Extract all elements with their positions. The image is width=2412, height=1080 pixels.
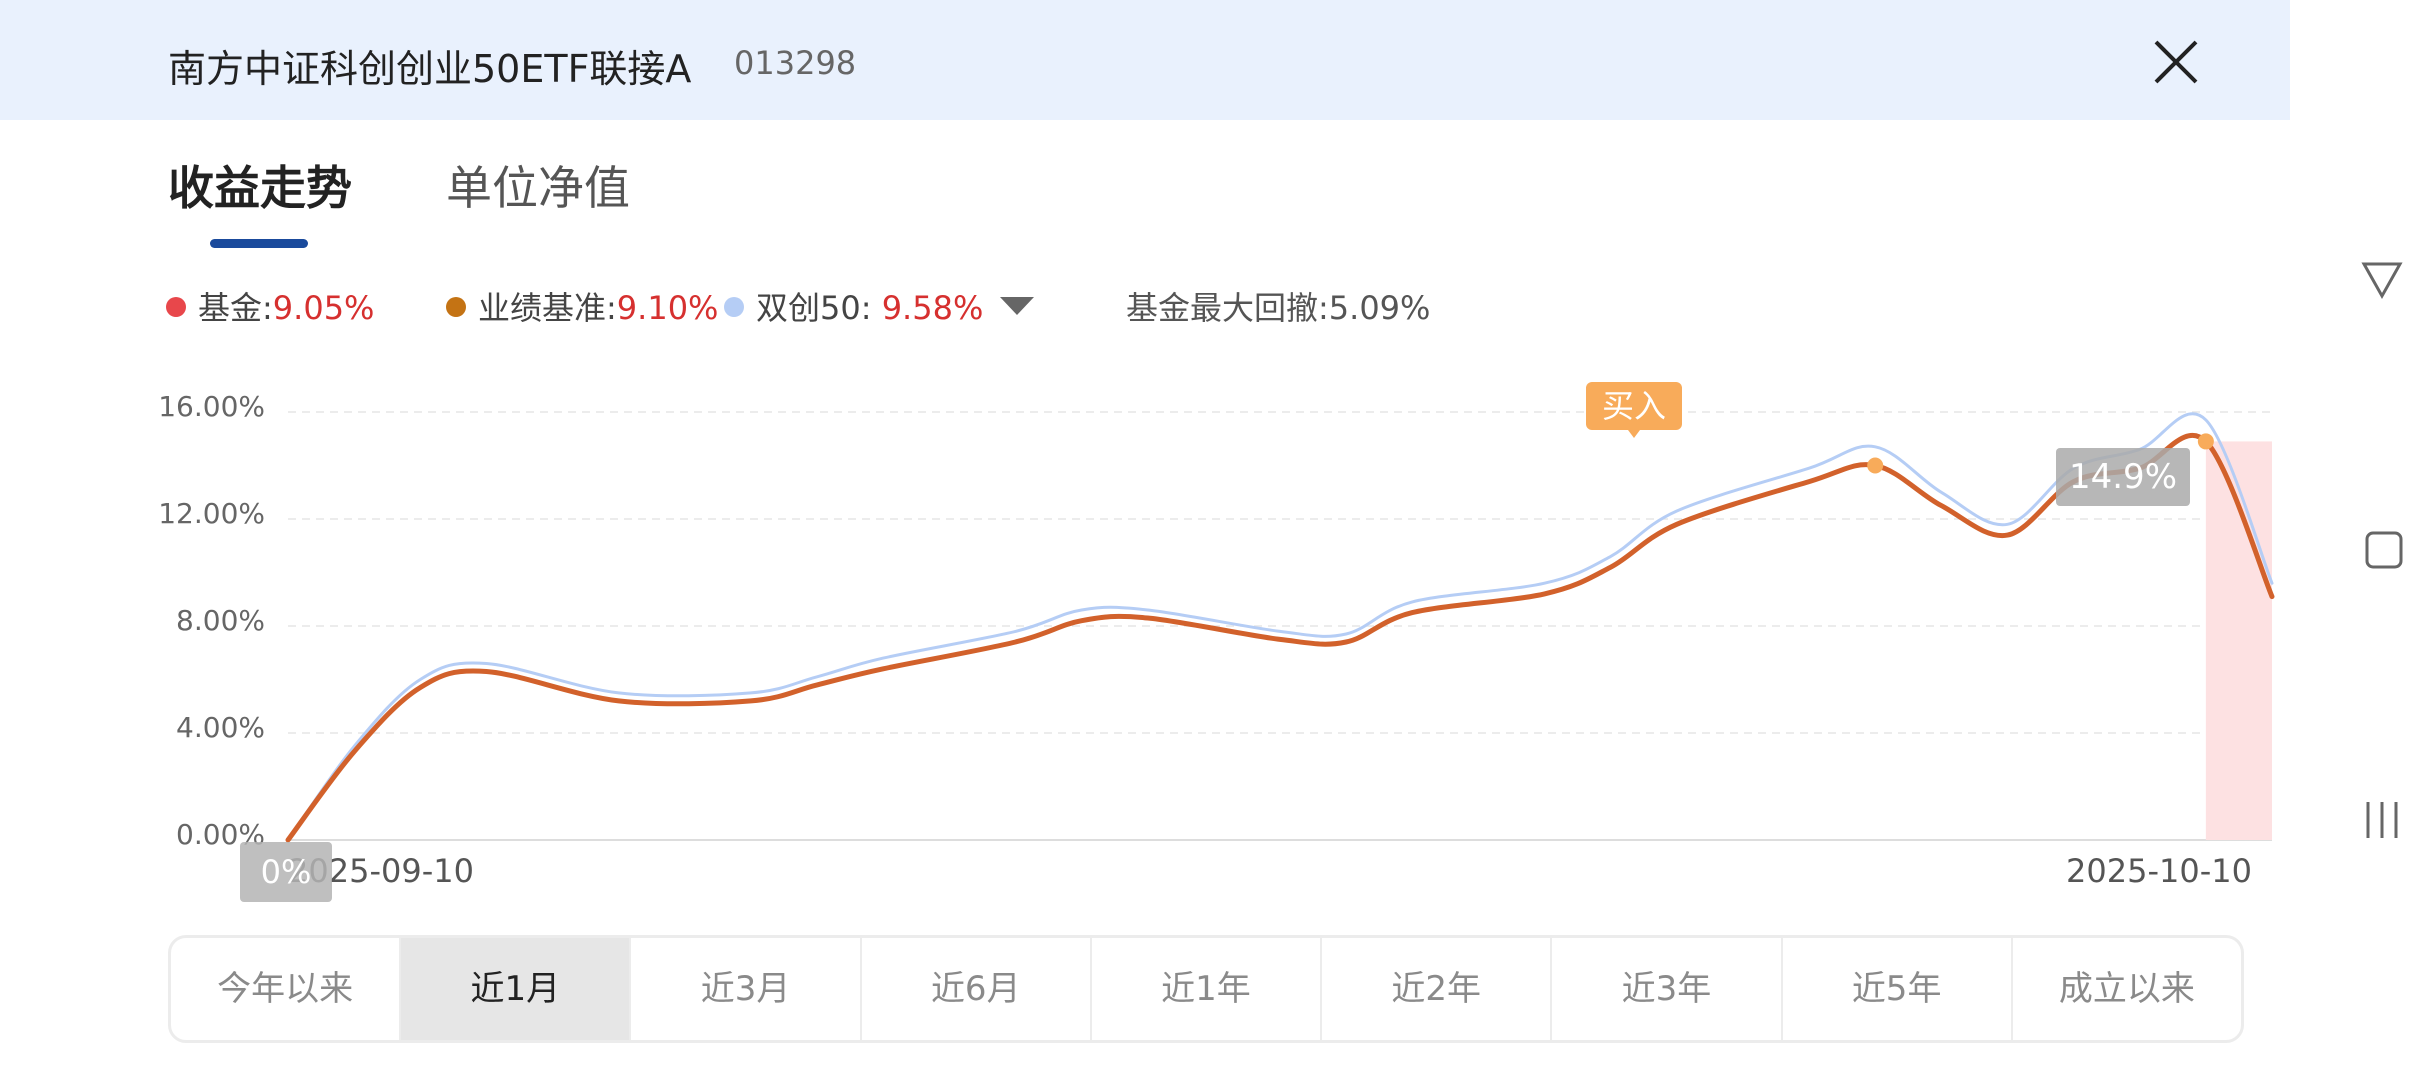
legend-benchmark: 业绩基准:9.10%	[446, 283, 718, 329]
benchmark-legend-dot	[446, 297, 466, 317]
start-value-label: 0%	[240, 842, 332, 902]
y-tick-label: 16.00%	[158, 390, 265, 423]
legend-dropdown-icon[interactable]	[1000, 297, 1034, 315]
period-1m[interactable]: 近1月	[401, 938, 632, 1040]
buy-marker-label: 买入	[1586, 382, 1682, 438]
fund-legend-dot	[166, 297, 186, 317]
tab-active-indicator	[210, 239, 308, 248]
period-2y[interactable]: 近2年	[1322, 938, 1553, 1040]
period-3m[interactable]: 近3月	[631, 938, 862, 1040]
index-legend-dot	[724, 297, 744, 317]
legend-benchmark-value: 9.10%	[616, 289, 719, 327]
legend-index-label: 双创50:	[756, 289, 882, 327]
period-selector: 今年以来 近1月 近3月 近6月 近1年 近2年 近3年 近5年 成立以来	[168, 935, 2244, 1043]
peak-point	[2197, 433, 2214, 450]
period-1y[interactable]: 近1年	[1092, 938, 1323, 1040]
fund-name: 南方中证科创创业50ETF联接A	[168, 47, 692, 91]
close-icon[interactable]	[2148, 34, 2204, 90]
buy-point	[1867, 457, 1884, 474]
back-triangle-icon[interactable]	[2360, 258, 2404, 302]
period-ytd[interactable]: 今年以来	[171, 938, 402, 1040]
return-chart[interactable]	[0, 370, 2300, 890]
tab-unit-nav[interactable]: 单位净值	[446, 161, 630, 215]
legend-index-value: 9.58%	[881, 289, 984, 327]
home-square-icon[interactable]	[2364, 530, 2404, 570]
y-tick-label: 12.00%	[158, 497, 265, 530]
period-5y[interactable]: 近5年	[1783, 938, 2013, 1040]
fund-code: 013298	[734, 44, 857, 82]
max-drawdown: 基金最大回撤:5.09%	[1126, 289, 1431, 327]
y-tick-label: 4.00%	[176, 711, 265, 744]
legend-fund-value: 9.05%	[272, 289, 375, 327]
period-6m[interactable]: 近6月	[862, 938, 1092, 1040]
tab-return-trend[interactable]: 收益走势	[168, 161, 352, 215]
series-line-index	[286, 412, 2274, 842]
period-3y[interactable]: 近3年	[1552, 938, 1783, 1040]
x-axis-end-date: 2025-10-10	[2066, 852, 2252, 890]
fund-header: 南方中证科创创业50ETF联接A 013298	[0, 0, 2290, 120]
series-line-benchmark	[285, 432, 2275, 843]
legend-index: 双创50: 9.58%	[724, 283, 983, 329]
y-tick-label: 8.00%	[176, 604, 265, 637]
recent-apps-icon[interactable]	[2360, 800, 2404, 840]
legend-benchmark-label: 业绩基准:	[478, 289, 617, 327]
period-since-inception[interactable]: 成立以来	[2058, 969, 2195, 1009]
peak-value-label: 14.9%	[2056, 448, 2190, 506]
legend-fund-label: 基金:	[198, 289, 273, 327]
legend-fund: 基金:9.05%	[166, 283, 374, 329]
